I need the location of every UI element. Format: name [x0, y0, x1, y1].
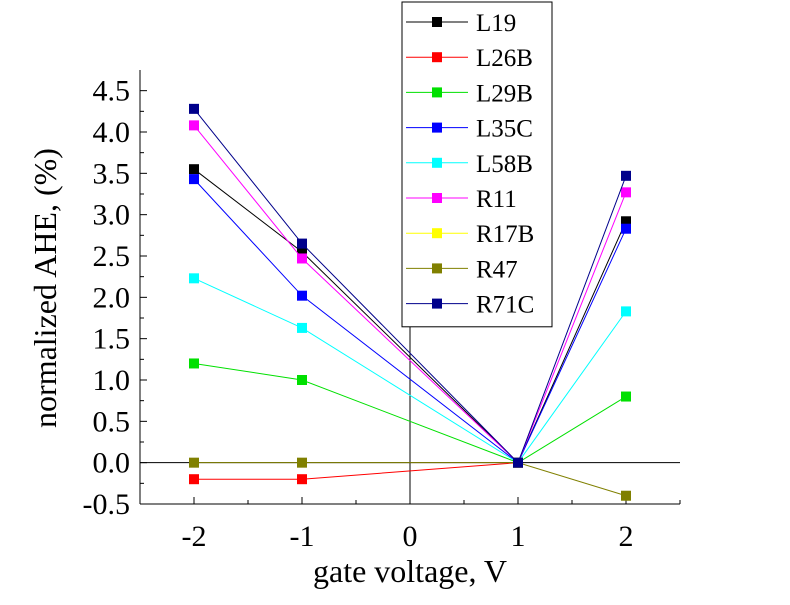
y-tick-label: 1.5 — [93, 323, 131, 356]
chart: -0.5 0.0 0.5 1.0 1.5 2.0 2.5 3.0 3.5 4.0 4.5 -2 -1 0 1… — [0, 0, 790, 605]
data-point — [189, 474, 199, 484]
data-point — [621, 171, 631, 181]
legend-label: R17B — [476, 221, 534, 248]
legend-marker — [432, 299, 442, 309]
legend-marker — [432, 17, 442, 27]
y-tick-label: 4.0 — [93, 116, 131, 149]
legend: L19 L26B L29B L35C L58B R11 R17B R47 R71C — [402, 2, 552, 327]
y-tick-label: 2.5 — [93, 240, 131, 273]
y-tick-label: 4.5 — [93, 75, 131, 108]
legend-label: L58B — [476, 151, 533, 178]
data-point — [297, 253, 307, 263]
x-tick-label: 0 — [403, 520, 418, 553]
data-point — [189, 104, 199, 114]
legend-marker — [432, 87, 442, 97]
x-tick-label: -1 — [290, 520, 315, 553]
data-point — [189, 458, 199, 468]
data-point — [621, 491, 631, 501]
legend-label: R11 — [476, 186, 517, 213]
legend-marker — [432, 52, 442, 62]
series-line — [194, 463, 518, 480]
y-tick-label: 2.0 — [93, 281, 131, 314]
legend-label: L29B — [476, 80, 533, 107]
legend-marker — [432, 228, 442, 238]
legend-label: L26B — [476, 45, 533, 72]
data-point — [297, 291, 307, 301]
legend-label: R47 — [476, 256, 518, 283]
axes: -0.5 0.0 0.5 1.0 1.5 2.0 2.5 3.0 3.5 4.0 4.5 -2 -1 0 1… — [83, 70, 681, 553]
legend-label: R71C — [476, 292, 534, 319]
data-point — [297, 323, 307, 333]
legend-marker — [432, 123, 442, 133]
data-point — [189, 358, 199, 368]
legend-marker — [432, 158, 442, 168]
x-axis-title: gate voltage, V — [313, 553, 507, 589]
data-point — [621, 306, 631, 316]
y-tick-label: 0.0 — [93, 447, 131, 480]
data-point — [189, 273, 199, 283]
y-tick-label: 1.0 — [93, 364, 131, 397]
data-point — [297, 458, 307, 468]
data-point — [189, 164, 199, 174]
legend-label: L35C — [476, 116, 533, 143]
data-point — [513, 458, 523, 468]
x-tick-label: -2 — [182, 520, 207, 553]
x-tick-label: 2 — [619, 520, 634, 553]
legend-marker — [432, 193, 442, 203]
y-tick-label: -0.5 — [83, 488, 131, 521]
series-l26b — [189, 458, 523, 485]
legend-label: L19 — [476, 10, 516, 37]
y-tick-label: 3.5 — [93, 157, 131, 190]
data-point — [621, 187, 631, 197]
data-point — [297, 239, 307, 249]
y-axis-title: normalized AHE, (%) — [27, 148, 63, 428]
data-point — [621, 224, 631, 234]
data-point — [297, 474, 307, 484]
data-point — [621, 392, 631, 402]
data-point — [189, 174, 199, 184]
y-tick-label: 0.5 — [93, 405, 131, 438]
legend-marker — [432, 263, 442, 273]
data-point — [297, 375, 307, 385]
y-tick-label: 3.0 — [93, 199, 131, 232]
data-point — [189, 120, 199, 130]
x-tick-label: 1 — [511, 520, 526, 553]
